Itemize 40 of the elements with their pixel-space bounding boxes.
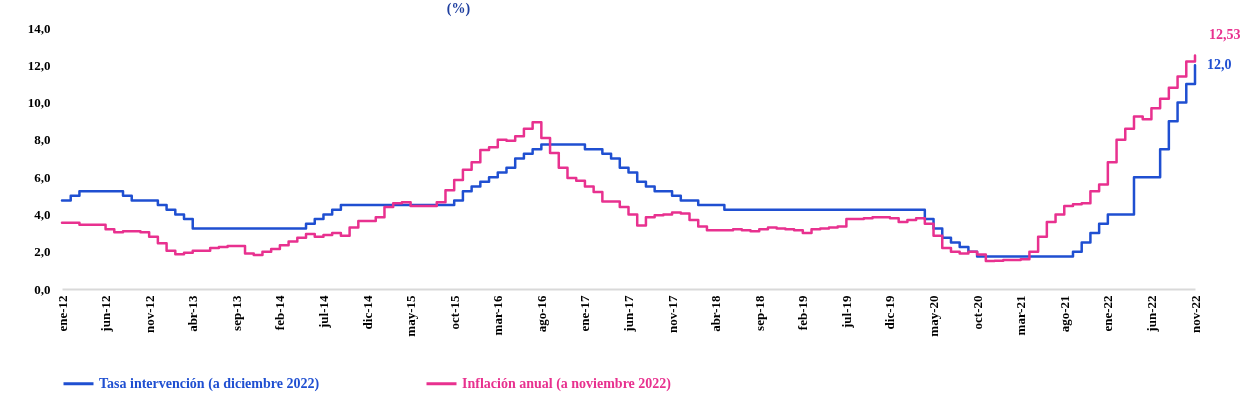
- x-tick-label: ago-21: [1056, 295, 1072, 333]
- data-label: 12,0: [1207, 57, 1232, 73]
- x-tick-label: oct-20: [969, 295, 985, 330]
- y-tick-label: 10,0: [27, 95, 51, 111]
- x-tick-label: mar-16: [490, 295, 506, 336]
- legend-label: Tasa intervención (a diciembre 2022): [99, 375, 320, 392]
- x-tick-label: sep-18: [751, 295, 767, 331]
- x-tick-label: nov-17: [664, 295, 680, 334]
- y-tick-label: 6,0: [34, 169, 51, 185]
- x-tick-label: nov-12: [141, 295, 157, 334]
- x-tick-label: feb-14: [272, 295, 288, 331]
- x-tick-label: ene-17: [577, 295, 593, 332]
- x-tick-label: jun-17: [621, 295, 636, 333]
- y-tick-label: 12,0: [27, 57, 51, 73]
- x-tick-label: nov-22: [1187, 295, 1203, 334]
- x-tick-label: jun-22: [1143, 295, 1159, 333]
- x-tick-label: ene-12: [54, 295, 70, 332]
- data-label: 12,53: [1209, 27, 1241, 43]
- x-tick-label: dic-19: [882, 295, 898, 330]
- x-tick-label: ene-22: [1100, 295, 1116, 332]
- y-tick-label: 8,0: [34, 132, 51, 148]
- legend-label: Inflación anual (a noviembre 2022): [462, 375, 672, 392]
- x-tick-label: sep-13: [228, 295, 244, 331]
- x-tick-label: ago-16: [533, 295, 549, 333]
- x-tick-label: abr-18: [708, 295, 724, 332]
- x-tick-label: may-20: [926, 295, 942, 337]
- y-tick-label: 2,0: [34, 244, 51, 260]
- x-tick-label: feb-19: [795, 295, 811, 331]
- x-tick-label: oct-15: [446, 295, 462, 330]
- x-tick-label: jul-19: [838, 295, 854, 329]
- y-tick-label: 4,0: [34, 206, 51, 222]
- x-tick-label: dic-14: [359, 295, 375, 330]
- x-tick-label: jul-14: [315, 295, 331, 329]
- chart-title: (%): [446, 1, 471, 17]
- x-tick-label: may-15: [403, 295, 419, 337]
- x-tick-label: mar-21: [1013, 295, 1029, 336]
- x-tick-label: abr-13: [185, 295, 201, 332]
- x-tick-label: jun-12: [98, 295, 114, 333]
- y-tick-label: 14,0: [27, 20, 51, 36]
- y-tick-label: 0,0: [34, 281, 51, 297]
